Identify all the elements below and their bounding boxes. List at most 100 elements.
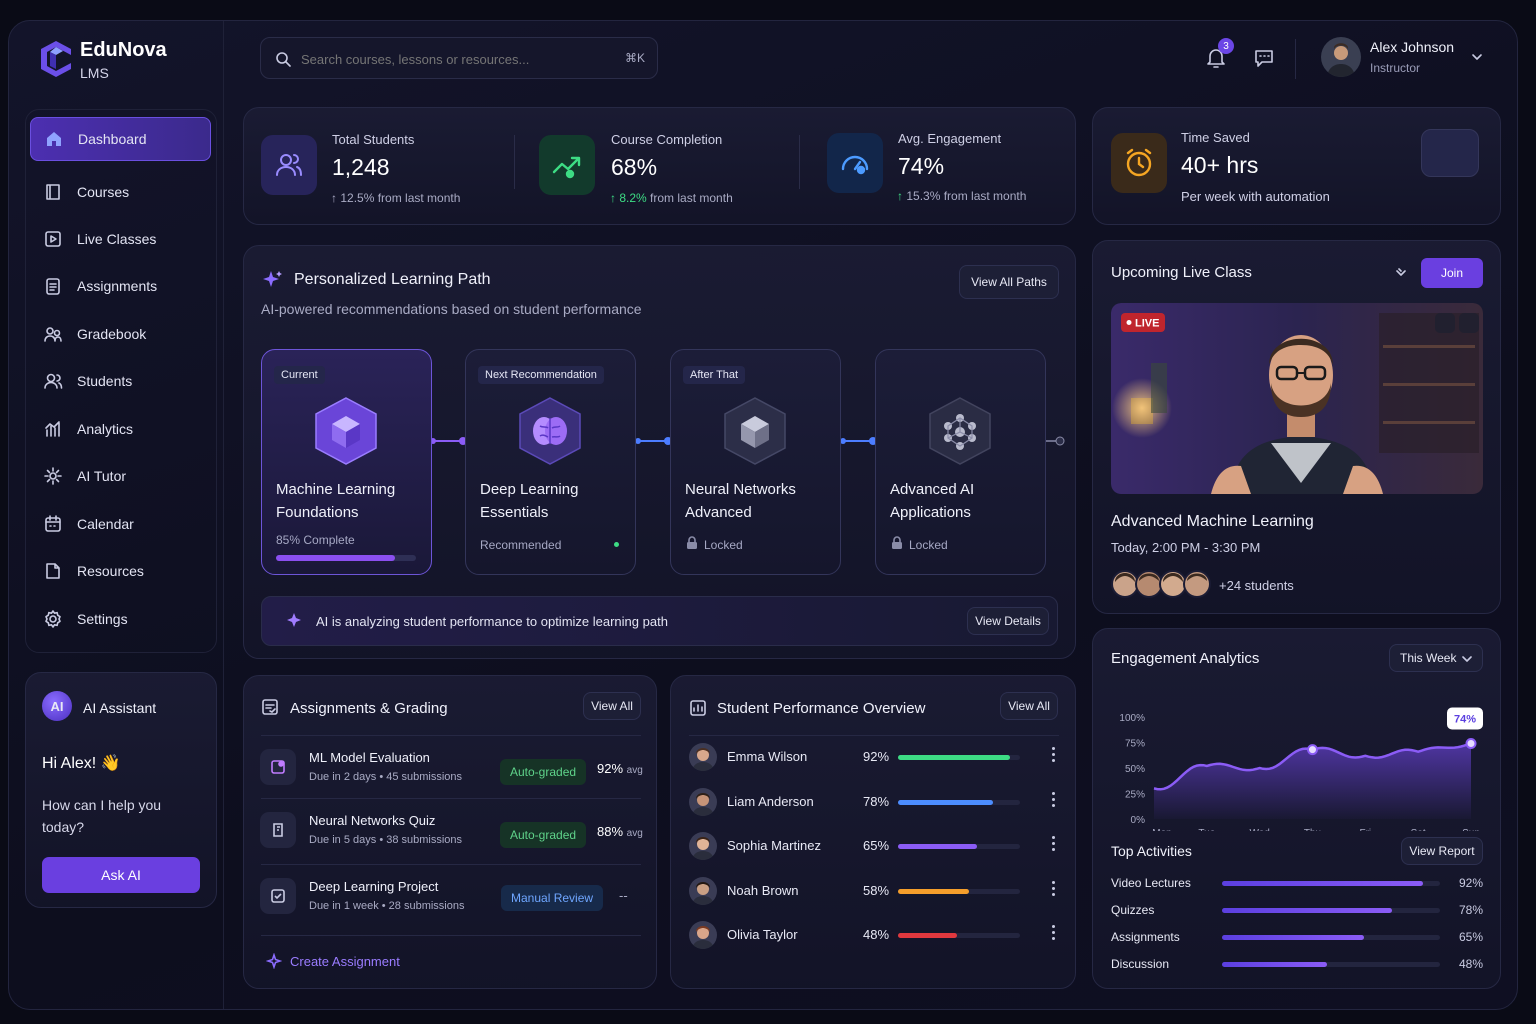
chat-icon[interactable] — [1253, 47, 1275, 69]
ai-prompt: How can I help you today? — [42, 797, 162, 835]
activity-bar — [1222, 881, 1440, 886]
sidebar-item-settings[interactable]: Settings — [30, 597, 211, 641]
score-bar-fill — [898, 844, 978, 849]
activity-name: Discussion — [1111, 957, 1170, 971]
ask-ai-button[interactable]: Ask AI — [42, 857, 200, 893]
more-icon[interactable] — [1052, 836, 1056, 854]
assignment-name: Neural Networks Quiz — [309, 813, 436, 828]
search-bar[interactable]: ⌘K — [260, 37, 658, 79]
more-icon[interactable] — [1052, 880, 1056, 899]
assignment-row[interactable]: Deep Learning Project Due in 1 week • 28… — [243, 866, 657, 932]
activity-row: Assignments 65% — [1111, 928, 1483, 948]
activity-bar — [1222, 908, 1440, 913]
score-bar — [898, 888, 1020, 894]
value-callout-label: 74% — [1454, 714, 1476, 726]
sidebar-item-analytics[interactable]: Analytics — [30, 407, 211, 451]
path-tag: Next Recommendation — [478, 366, 604, 384]
value-callout — [1447, 707, 1483, 730]
sidebar-item-label: Settings — [77, 611, 128, 627]
path-progress — [276, 555, 416, 561]
path-title-line: Applications — [890, 504, 971, 521]
notification-badge: 3 — [1218, 38, 1234, 54]
user-avatar[interactable] — [1321, 37, 1361, 77]
sidebar-item-label: Assignments — [77, 278, 158, 294]
assignment-meta: Due in 5 days • 38 submissions — [309, 834, 463, 846]
sidebar-item-dashboard[interactable]: Dashboard — [30, 117, 211, 161]
top-activities-title: Top Activities — [1111, 843, 1192, 859]
score-bar-fill — [898, 933, 957, 938]
sidebar-item-assignments[interactable]: Assignments — [30, 264, 211, 308]
stat-change-suffix: from last month — [943, 189, 1027, 203]
sidebar-item-ai-tutor[interactable]: AI Tutor — [30, 454, 211, 498]
sidebar-nav — [25, 109, 217, 653]
path-card-current[interactable]: Current Machine Learning Foundations 85% … — [261, 349, 432, 575]
sidebar-item-resources[interactable]: Resources — [30, 549, 211, 593]
assignment-score-unit: avg — [626, 765, 643, 776]
performance-row[interactable]: Noah Brown 58% — [689, 876, 1059, 911]
sidebar-item-gradebook[interactable]: Gradebook — [30, 312, 211, 356]
assignment-meta: Due in 1 week • 28 submissions — [309, 900, 465, 912]
assignment-score-value: 88% — [597, 824, 624, 839]
gradebook-icon — [43, 324, 63, 344]
performance-row[interactable]: Emma Wilson 92% — [689, 743, 1059, 777]
learning-path-subtitle: AI-powered recommendations based on stud… — [261, 301, 642, 317]
assignment-name: ML Model Evaluation — [309, 750, 430, 765]
search-input[interactable] — [301, 48, 601, 70]
create-assignment-link[interactable]: Create Assignment — [290, 954, 400, 969]
student-score: 58% — [863, 882, 890, 898]
network-icon — [929, 397, 991, 465]
performance-row[interactable]: Sophia Martinez 65% — [689, 832, 1059, 866]
assignments-view-all-button[interactable]: View All — [583, 692, 641, 720]
status-badge: Auto-graded — [500, 822, 587, 848]
x-tick-label: Fri — [1359, 828, 1371, 831]
app-window: EduNova LMS Dashboard Courses Live Class… — [8, 20, 1518, 1010]
path-card-next[interactable]: Next Recommendation Deep Learning Essenti… — [465, 349, 636, 575]
join-button[interactable]: Join — [1421, 258, 1483, 288]
time-saved-widget[interactable] — [1421, 129, 1479, 177]
edit-icon — [260, 749, 296, 785]
sidebar-item-courses[interactable]: Courses — [30, 170, 211, 214]
performance-view-all-button[interactable]: View All — [1000, 692, 1058, 720]
assignment-row[interactable]: Neural Networks Quiz Due in 5 days • 38 … — [243, 800, 657, 862]
status-badge: Manual Review — [501, 885, 604, 911]
divider — [261, 735, 641, 736]
view-all-paths-button[interactable]: View All Paths — [959, 265, 1059, 299]
assignment-row[interactable]: ML Model Evaluation Due in 2 days • 45 s… — [243, 737, 657, 797]
y-tick-label: 100% — [1119, 713, 1145, 724]
path-card-after[interactable]: After That Neural Networks Advanced Locke… — [670, 349, 841, 575]
sidebar-item-calendar[interactable]: Calendar — [30, 502, 211, 546]
chevron-down-icon — [1462, 656, 1472, 662]
y-tick-label: 50% — [1125, 764, 1145, 775]
sparkle-icon — [43, 466, 63, 486]
live-class-video[interactable]: LIVE — [1111, 303, 1483, 494]
stat-change: ↑ 15.3% from last month — [897, 189, 1027, 203]
sidebar-item-label: AI Tutor — [77, 468, 127, 484]
performance-row[interactable]: Liam Anderson 78% — [689, 787, 1059, 822]
performance-title: Student Performance Overview — [717, 700, 926, 717]
view-details-button[interactable]: View Details — [967, 607, 1049, 635]
path-status: Locked — [704, 538, 743, 552]
sidebar-item-label: Dashboard — [78, 131, 147, 147]
assignment-name: Deep Learning Project — [309, 879, 439, 894]
student-score: 92% — [863, 749, 890, 764]
more-icon[interactable] — [1052, 791, 1056, 810]
stat-change-value: 15.3% — [906, 189, 941, 203]
more-icon[interactable] — [1052, 747, 1056, 765]
data-point — [1307, 744, 1318, 756]
performance-row[interactable]: Olivia Taylor 48% — [689, 921, 1059, 955]
x-tick-label: Thu — [1304, 828, 1321, 831]
collapse-icon[interactable] — [1395, 267, 1407, 279]
assignments-card — [243, 675, 657, 989]
chevron-down-icon[interactable] — [1471, 53, 1483, 61]
range-select[interactable]: This Week — [1389, 644, 1483, 672]
sidebar-item-students[interactable]: Students — [30, 359, 211, 403]
activity-name: Quizzes — [1111, 903, 1155, 917]
view-report-button[interactable]: View Report — [1401, 837, 1483, 865]
live-course-time: Today, 2:00 PM - 3:30 PM — [1111, 540, 1261, 555]
score-bar — [898, 799, 1020, 805]
more-icon[interactable] — [1052, 925, 1056, 943]
path-card-final[interactable]: Advanced AI Applications Locked — [875, 349, 1046, 575]
stat-change: ↑ 8.2% from last month — [610, 191, 733, 205]
path-title: Deep Learning Essentials — [480, 478, 578, 524]
sidebar-item-live-classes[interactable]: Live Classes — [30, 217, 211, 261]
